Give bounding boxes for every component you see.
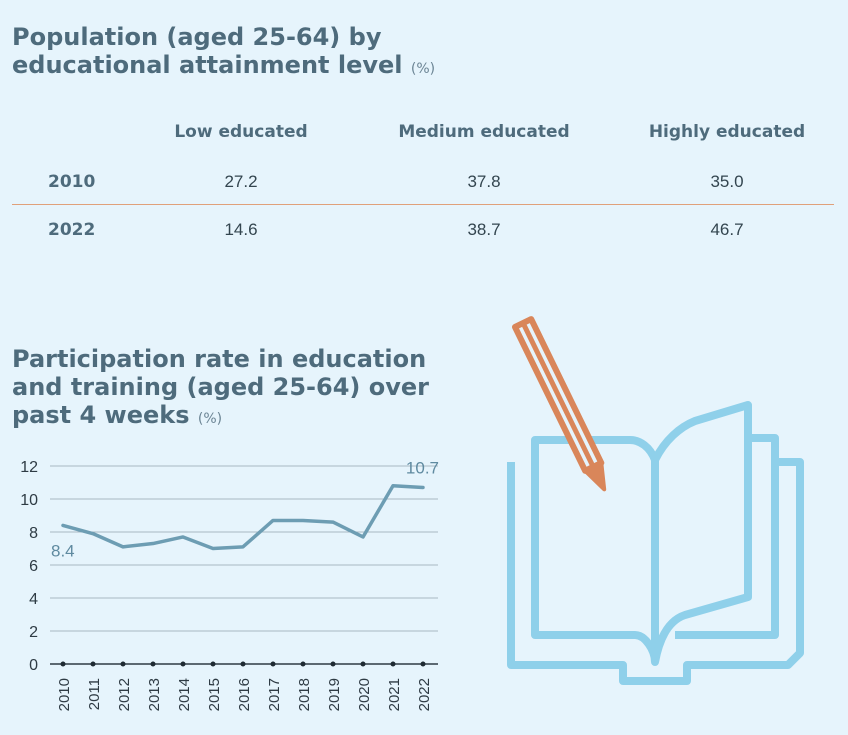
data-label: 8.4 bbox=[51, 541, 75, 560]
chart-unit: (%) bbox=[197, 411, 223, 427]
x-tick-label: 2010 bbox=[56, 678, 73, 711]
data-point bbox=[331, 520, 335, 524]
attainment-table: Low educated Medium educated Highly educ… bbox=[0, 118, 848, 248]
data-point bbox=[61, 523, 65, 527]
x-tick-dot bbox=[240, 661, 246, 667]
book-outer-cover bbox=[507, 458, 804, 685]
cell-high: 35.0 bbox=[710, 172, 744, 191]
y-tick-label: 0 bbox=[29, 657, 38, 674]
x-tick-dot bbox=[90, 661, 96, 667]
x-tick-dot bbox=[420, 661, 426, 667]
data-point bbox=[421, 485, 425, 489]
y-tick-label: 8 bbox=[29, 525, 38, 542]
data-point bbox=[391, 484, 395, 488]
data-point bbox=[151, 542, 155, 546]
participation-line-chart: 0 2 4 6 8 10 12 2010 2011 2012 2013 2014 2015 2016 201… bbox=[20, 458, 439, 711]
data-point bbox=[121, 545, 125, 549]
x-tick-label: 2012 bbox=[116, 678, 133, 711]
x-tick-label: 2020 bbox=[356, 678, 373, 711]
row-divider bbox=[12, 204, 834, 205]
y-tick-label: 2 bbox=[29, 624, 38, 641]
table-unit: (%) bbox=[410, 61, 436, 77]
x-tick-label: 2022 bbox=[416, 678, 433, 711]
series-line bbox=[61, 484, 425, 551]
x-tick-label: 2015 bbox=[206, 678, 223, 711]
cell-low: 27.2 bbox=[224, 172, 258, 191]
row-year: 2022 bbox=[48, 220, 96, 240]
x-tick-label: 2013 bbox=[146, 678, 163, 711]
x-tick-dot bbox=[120, 661, 126, 667]
y-tick-label: 10 bbox=[20, 492, 38, 509]
book-right-page bbox=[651, 401, 752, 663]
open-book-with-pencil-icon bbox=[507, 316, 804, 685]
x-tick-label: 2014 bbox=[176, 678, 193, 711]
cell-medium: 37.8 bbox=[467, 172, 501, 191]
x-tick-label: 2017 bbox=[266, 678, 283, 711]
row-year: 2010 bbox=[48, 172, 96, 192]
x-tick-dot bbox=[390, 661, 396, 667]
book-right-back-page bbox=[675, 434, 779, 639]
column-header-high: Highly educated bbox=[648, 122, 806, 142]
x-tick-label: 2016 bbox=[236, 678, 253, 711]
data-point bbox=[361, 535, 365, 539]
x-tick-dot bbox=[150, 661, 156, 667]
cell-low: 14.6 bbox=[224, 220, 258, 239]
x-tick-dot bbox=[360, 661, 366, 667]
x-tick-label: 2021 bbox=[386, 678, 403, 711]
x-tick-dot bbox=[60, 661, 66, 667]
data-point bbox=[301, 518, 305, 522]
x-tick-dot bbox=[330, 661, 336, 667]
column-header-medium: Medium educated bbox=[398, 122, 570, 142]
cell-medium: 38.7 bbox=[467, 220, 501, 239]
x-tick-label: 2019 bbox=[326, 678, 343, 711]
x-tick-dot bbox=[300, 661, 306, 667]
data-point bbox=[211, 547, 215, 550]
data-label: 10.7 bbox=[406, 458, 439, 477]
y-tick-label: 4 bbox=[29, 591, 38, 608]
pencil-icon bbox=[512, 316, 607, 492]
cell-high: 46.7 bbox=[710, 220, 744, 239]
column-header-low: Low educated bbox=[174, 122, 308, 142]
data-point bbox=[181, 535, 185, 539]
x-tick-dot bbox=[180, 661, 186, 667]
y-tick-label: 12 bbox=[20, 459, 38, 476]
x-tick-label: 2011 bbox=[86, 678, 103, 710]
y-tick-label: 6 bbox=[29, 558, 38, 575]
x-tick-dot bbox=[210, 661, 216, 667]
chart-title: Participation rate in education and trai… bbox=[12, 345, 429, 429]
x-tick-dot bbox=[270, 661, 276, 667]
data-point bbox=[91, 532, 95, 536]
data-point bbox=[271, 518, 275, 522]
table-title: Population (aged 25-64) by educational a… bbox=[12, 23, 436, 79]
data-point bbox=[241, 545, 245, 549]
x-tick-label: 2018 bbox=[296, 678, 313, 711]
